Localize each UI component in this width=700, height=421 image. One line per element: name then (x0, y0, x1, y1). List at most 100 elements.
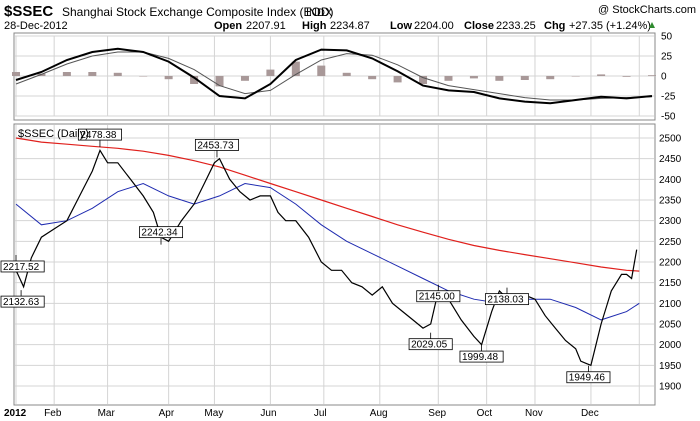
ohlc-bar: Open 2207.91 High 2234.87 Low 2204.00 Cl… (214, 20, 655, 32)
price-y-tick-label: 2000 (659, 340, 682, 351)
ohlc-close-value: 2233.25 (496, 20, 536, 32)
oscillator-histogram-bar (393, 76, 402, 83)
price-x-tick-label: Sep (428, 408, 446, 419)
price-annotation: 2145.00 (416, 284, 461, 303)
ohlc-chg-label: Chg (544, 20, 565, 32)
price-x-tick-label: Jun (260, 408, 276, 419)
oscillator-y-tick-label: -25 (661, 92, 676, 103)
oscillator-histogram-bar (190, 76, 199, 84)
price-x-tick-label: Nov (525, 408, 543, 419)
oscillator-histogram-bar (495, 76, 504, 81)
ohlc-open-value: 2207.91 (246, 20, 286, 32)
price-annotation-box (408, 338, 453, 351)
price-y-tick-label: 2450 (659, 154, 682, 165)
price-annotation: 1949.46 (566, 365, 611, 384)
price-y-tick-label: 2250 (659, 237, 682, 248)
oscillator-y-tick-label: 0 (661, 72, 667, 83)
price-annotation: 2478.38 (77, 128, 122, 148)
ohlc-high-label: High (302, 20, 327, 32)
price-y-tick-label: 2300 (659, 216, 682, 227)
oscillator-histogram-bar (469, 76, 478, 79)
price-annotation-label: 2453.73 (197, 140, 234, 151)
oscillator-y-tick-label: -50 (661, 112, 676, 123)
price-annotation-box (77, 128, 122, 141)
chart-name: Shanghai Stock Exchange Composite Index … (62, 5, 333, 19)
price-y-tick-label: 2200 (659, 258, 682, 269)
oscillator-histogram-bar (62, 72, 71, 76)
price-x-tick-label: May (204, 408, 223, 419)
oscillator-histogram-bar (317, 65, 326, 76)
price-x-tick-label: Aug (370, 408, 388, 419)
oscillator-histogram-bar (240, 76, 249, 81)
price-panel-title: $SSEC (Daily) (18, 128, 89, 140)
oscillator-histogram-bar (368, 76, 377, 80)
oscillator-histogram-bar (291, 61, 300, 76)
oscillator-histogram-bar (571, 76, 580, 77)
ohlc-close-label: Close (464, 20, 494, 32)
price-annotation: 2242.34 (139, 226, 184, 245)
long-moving-average-line (15, 137, 640, 272)
price-annotation-label: 1999.48 (462, 352, 499, 363)
price-x-tick-label: Feb (44, 408, 62, 419)
oscillator-histogram-bar (648, 75, 656, 76)
price-x-tick-label: Mar (98, 408, 116, 419)
price-y-tick-label: 2100 (659, 299, 682, 310)
chart-symbol: $SSEC (4, 3, 53, 20)
short-moving-average-line (15, 182, 640, 321)
price-y-tick-label: 2350 (659, 196, 682, 207)
watermark: @ StockCharts.com (598, 4, 696, 16)
price-annotation: 2217.52 (0, 254, 45, 273)
oscillator-panel: 50 25 0 -25 -50 (12, 32, 676, 123)
price-y-tick-label: 1950 (659, 361, 682, 372)
chart-date: 28-Dec-2012 (4, 20, 68, 32)
oscillator-histogram-bar (12, 72, 20, 76)
oscillator-histogram-bar (546, 76, 555, 80)
oscillator-y-tick-label: 25 (661, 52, 673, 63)
price-frame (13, 123, 656, 406)
oscillator-histogram-bar (164, 76, 173, 80)
price-annotation: 1999.48 (459, 345, 504, 363)
price-annotation-box (0, 295, 45, 308)
price-annotation-box (484, 293, 529, 306)
price-annotation-box (194, 139, 239, 151)
price-x-tick-label: 2012 (4, 408, 27, 419)
price-x-tick-label: Apr (159, 408, 175, 419)
price-y-tick-label: 2500 (659, 134, 682, 145)
price-y-axis: 2500 2450 2400 2350 2300 2250 2200 2150 2100 2050… (659, 134, 682, 393)
oscillator-histogram-bar (342, 72, 351, 76)
price-line (15, 149, 638, 367)
price-y-tick-label: 2400 (659, 175, 682, 186)
price-x-tick-label: Jul (314, 408, 327, 419)
ohlc-low-value: 2204.00 (414, 20, 454, 32)
chart-exchange: INDX (306, 7, 333, 19)
ohlc-low-label: Low (390, 20, 412, 32)
price-x-axis: 2012 Feb Mar Apr May Jun Jul Aug Sep Oct Nov Dec (4, 408, 599, 419)
oscillator-histogram-bar (444, 76, 453, 81)
price-annotation-box (139, 226, 184, 239)
oscillator-y-tick-label: 50 (661, 32, 673, 43)
price-annotation-box (566, 371, 611, 384)
price-annotation-label: 2132.63 (3, 297, 40, 308)
price-annotation-box (416, 290, 461, 303)
price-grid (15, 125, 654, 404)
price-annotation-label: 2478.38 (80, 130, 117, 141)
oscillator-signal-line (15, 51, 653, 101)
oscillator-histogram-bar (419, 76, 428, 84)
price-annotation-label: 1949.46 (569, 373, 606, 384)
price-y-tick-label: 1900 (659, 382, 682, 393)
price-x-tick-label: Dec (581, 408, 599, 419)
price-annotation: 2132.63 (0, 290, 45, 308)
oscillator-histogram-bar (215, 76, 224, 87)
oscillator-histogram-bar (139, 76, 148, 77)
ohlc-high-value: 2234.87 (330, 20, 370, 32)
price-annotation-label: 2242.34 (141, 228, 178, 239)
oscillator-histogram-bar (88, 72, 97, 76)
price-x-tick-label: Oct (477, 408, 493, 419)
price-y-tick-label: 2150 (659, 278, 682, 289)
price-annotations: 2217.52 2132.63 2478.38 2242.34 2453.73 2029.… (0, 128, 611, 384)
price-annotation-label: 2145.00 (419, 292, 456, 303)
oscillator-histogram-bar (622, 76, 631, 77)
ohlc-open-label: Open (214, 20, 242, 32)
oscillator-histogram-bar (113, 72, 122, 76)
